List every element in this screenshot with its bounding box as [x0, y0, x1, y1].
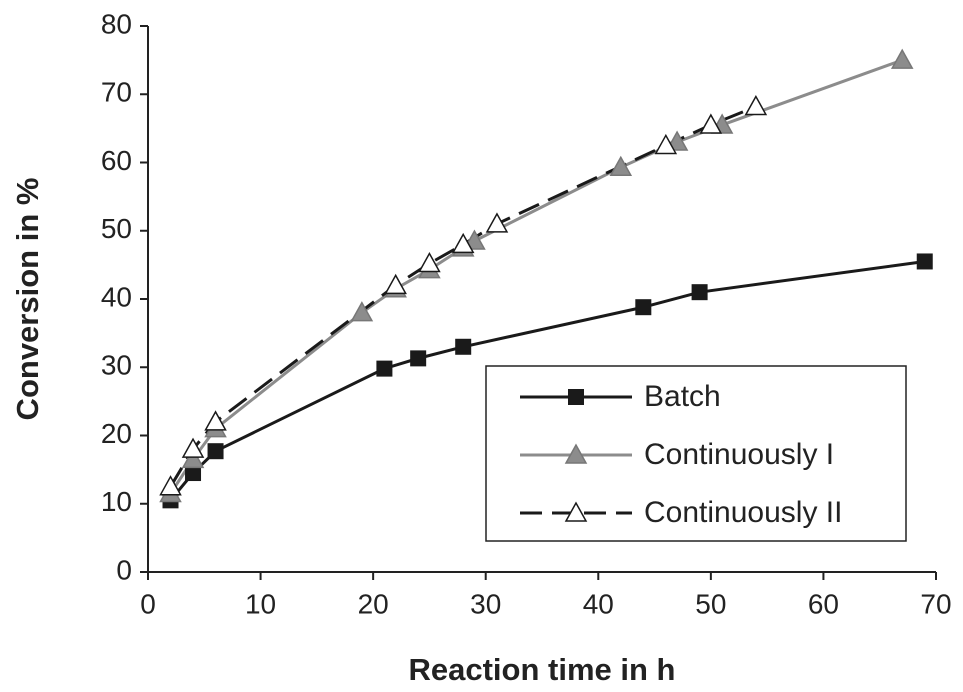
series-line: [169, 105, 757, 488]
y-tick-label: 0: [116, 554, 132, 585]
marker: [410, 350, 427, 367]
x-tick-label: 20: [358, 588, 389, 619]
marker: [185, 465, 202, 482]
y-tick-label: 60: [101, 145, 132, 176]
marker: [159, 475, 182, 496]
x-tick-label: 40: [583, 588, 614, 619]
marker: [890, 48, 914, 69]
marker: [744, 94, 768, 116]
marker: [376, 360, 393, 377]
marker: [691, 284, 708, 301]
y-tick-label: 50: [101, 213, 132, 244]
legend-label: Continuously I: [644, 438, 834, 471]
marker: [207, 443, 224, 460]
y-tick-label: 70: [101, 77, 132, 108]
marker: [564, 443, 588, 464]
marker: [418, 251, 441, 273]
marker: [568, 389, 584, 405]
marker: [455, 338, 472, 355]
x-tick-label: 50: [695, 588, 726, 619]
marker: [451, 232, 475, 254]
y-tick-label: 10: [101, 486, 132, 517]
x-tick-label: 70: [920, 588, 951, 619]
x-tick-label: 10: [245, 588, 276, 619]
legend-label: Batch: [644, 380, 721, 413]
y-axis-title: Conversion in %: [10, 178, 45, 421]
x-tick-label: 0: [140, 588, 156, 619]
x-tick-label: 30: [470, 588, 501, 619]
marker: [654, 133, 678, 155]
y-tick-label: 40: [101, 281, 132, 312]
y-tick-label: 80: [101, 8, 132, 39]
marker: [916, 253, 933, 270]
marker: [635, 299, 652, 316]
marker: [204, 410, 227, 431]
y-tick-label: 30: [101, 350, 132, 381]
x-axis-title: Reaction time in h: [409, 652, 676, 687]
legend-label: Continuously II: [644, 496, 842, 529]
marker: [609, 155, 633, 177]
y-tick-label: 20: [101, 418, 132, 449]
marker: [485, 212, 509, 233]
marker: [699, 113, 723, 134]
marker: [384, 273, 407, 295]
marker: [181, 447, 205, 469]
marker: [350, 301, 374, 322]
marker: [564, 501, 588, 522]
marker: [181, 437, 205, 458]
x-tick-label: 60: [808, 588, 839, 619]
